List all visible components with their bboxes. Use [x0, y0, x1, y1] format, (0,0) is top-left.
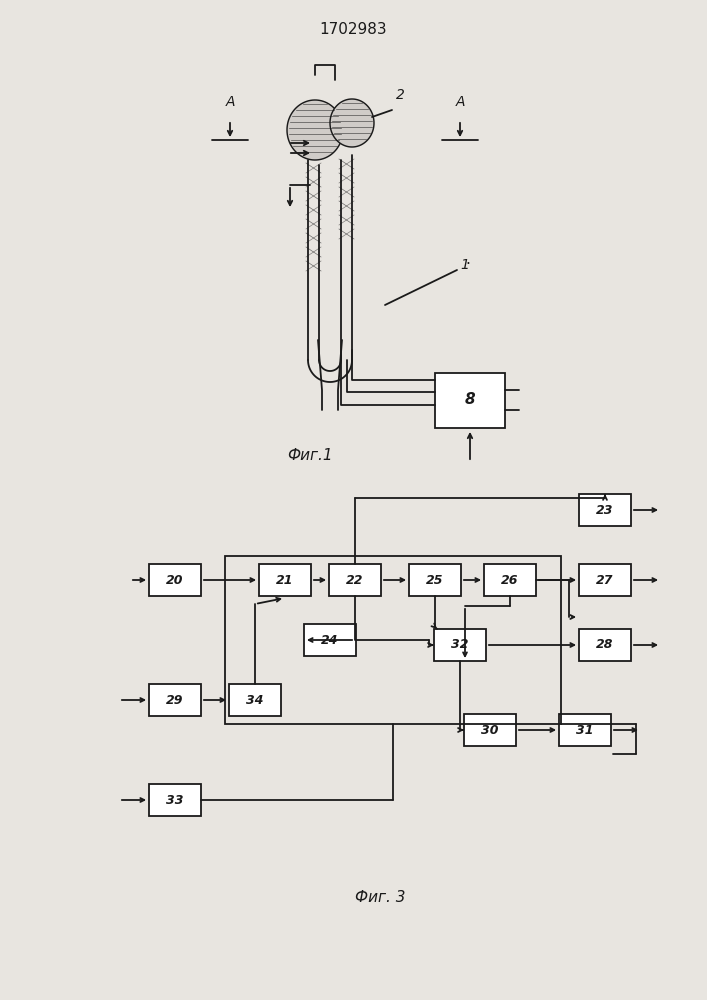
Text: 26: 26 — [501, 574, 519, 586]
Text: 1702983: 1702983 — [319, 22, 387, 37]
Text: 21: 21 — [276, 574, 293, 586]
Bar — [434, 629, 486, 661]
Text: 2: 2 — [395, 88, 404, 102]
Polygon shape — [287, 100, 343, 160]
Text: 34: 34 — [246, 694, 264, 706]
Text: Фиг. 3: Фиг. 3 — [355, 890, 405, 905]
Text: Фиг.1: Фиг.1 — [287, 448, 333, 463]
Bar — [435, 372, 505, 428]
Bar — [484, 564, 536, 596]
Text: 8: 8 — [464, 392, 475, 408]
Text: 25: 25 — [426, 574, 444, 586]
Bar — [329, 564, 381, 596]
Bar — [149, 784, 201, 816]
Text: 31: 31 — [576, 724, 594, 736]
Text: 23: 23 — [596, 504, 614, 516]
Bar — [149, 564, 201, 596]
Polygon shape — [330, 99, 374, 147]
Bar — [149, 684, 201, 716]
Bar — [229, 684, 281, 716]
Text: 33: 33 — [166, 794, 184, 806]
Text: 30: 30 — [481, 724, 498, 736]
Text: 27: 27 — [596, 574, 614, 586]
Bar — [579, 564, 631, 596]
Bar — [409, 564, 461, 596]
Text: 29: 29 — [166, 694, 184, 706]
Bar — [579, 494, 631, 526]
Text: A: A — [226, 95, 235, 109]
Bar — [464, 714, 516, 746]
Text: 32: 32 — [451, 639, 469, 652]
Text: ·: · — [465, 257, 470, 272]
Text: A: A — [455, 95, 464, 109]
Bar — [304, 624, 356, 656]
Bar — [259, 564, 311, 596]
Text: 22: 22 — [346, 574, 363, 586]
Text: 28: 28 — [596, 639, 614, 652]
Text: 24: 24 — [321, 634, 339, 647]
Text: 20: 20 — [166, 574, 184, 586]
Bar — [579, 629, 631, 661]
Text: 1: 1 — [460, 258, 469, 272]
Bar — [559, 714, 611, 746]
Bar — [225, 556, 561, 724]
